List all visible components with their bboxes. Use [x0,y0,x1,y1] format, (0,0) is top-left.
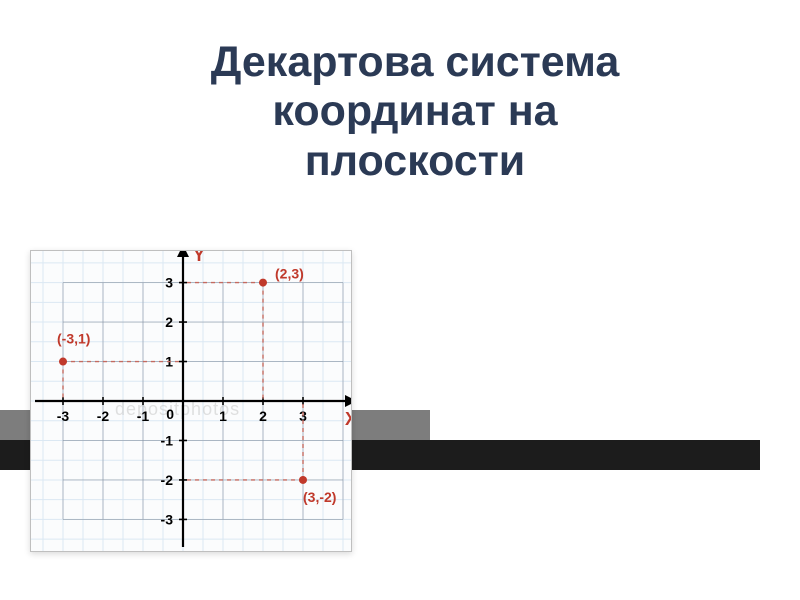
chart-svg: depositphotos-3-2-1123-3-2-11230XY(2,3)(… [31,251,351,551]
point-label: (3,-2) [303,489,336,505]
y-tick-label: -1 [161,432,174,448]
slide-title: Декартова система координат на плоскости [115,38,715,186]
origin-label: 0 [166,406,174,422]
point-label: (-3,1) [57,331,90,347]
x-tick-label: 2 [259,408,267,424]
coordinate-chart: depositphotos-3-2-1123-3-2-11230XY(2,3)(… [30,250,352,552]
x-axis-label: X [345,409,351,429]
slide: Декартова система координат на плоскости… [0,0,800,600]
y-tick-label: -3 [161,511,174,527]
y-axis-label: Y [193,251,205,265]
x-tick-label: -1 [137,408,150,424]
y-tick-label: 3 [165,275,173,291]
data-point [59,358,67,366]
x-tick-label: -3 [57,408,70,424]
data-point [259,279,267,287]
x-tick-label: 1 [219,408,227,424]
y-tick-label: 2 [165,314,173,330]
y-tick-label: -2 [161,472,174,488]
x-tick-label: -2 [97,408,110,424]
point-label: (2,3) [275,266,304,282]
data-point [299,476,307,484]
